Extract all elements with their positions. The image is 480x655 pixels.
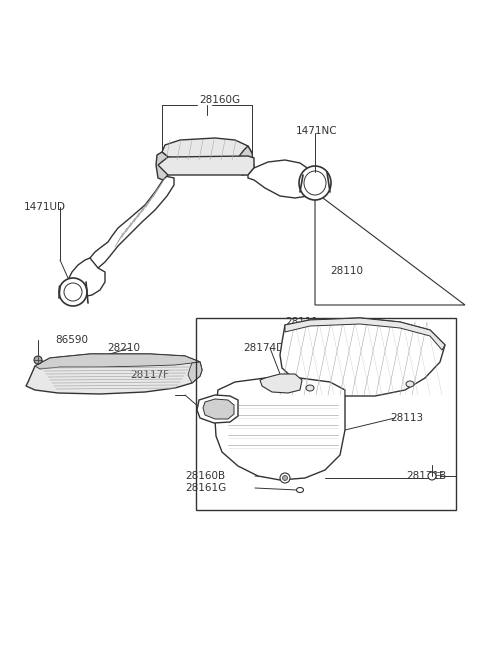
Bar: [196, 318, 456, 510]
Text: 1471NC: 1471NC: [296, 126, 337, 136]
Text: 86590: 86590: [55, 335, 88, 345]
Text: 28113: 28113: [390, 413, 423, 423]
Text: 28111: 28111: [285, 317, 318, 327]
Polygon shape: [88, 175, 174, 270]
Polygon shape: [68, 258, 105, 297]
Text: 28174D: 28174D: [243, 343, 284, 353]
Text: 28160G: 28160G: [199, 95, 240, 105]
Ellipse shape: [297, 487, 303, 493]
Ellipse shape: [299, 166, 331, 200]
Polygon shape: [188, 362, 202, 383]
Text: 1471UD: 1471UD: [24, 202, 66, 212]
Text: 28161G: 28161G: [185, 483, 226, 493]
Ellipse shape: [428, 472, 436, 480]
Text: 28171B: 28171B: [406, 471, 446, 481]
Polygon shape: [238, 146, 254, 175]
Ellipse shape: [280, 473, 290, 483]
Ellipse shape: [59, 278, 87, 306]
Text: 28210: 28210: [107, 343, 140, 353]
Polygon shape: [35, 354, 200, 369]
Ellipse shape: [304, 171, 326, 195]
Text: 28110: 28110: [330, 266, 363, 276]
Ellipse shape: [34, 356, 42, 364]
Ellipse shape: [64, 283, 82, 301]
Polygon shape: [248, 160, 315, 198]
Polygon shape: [215, 378, 345, 480]
Polygon shape: [260, 374, 302, 393]
Polygon shape: [156, 152, 168, 180]
Polygon shape: [280, 318, 445, 396]
Text: 28117F: 28117F: [130, 370, 169, 380]
Polygon shape: [26, 354, 202, 394]
Polygon shape: [197, 395, 238, 423]
Polygon shape: [285, 318, 445, 350]
Polygon shape: [203, 399, 234, 419]
Ellipse shape: [306, 385, 314, 391]
Polygon shape: [162, 138, 252, 162]
Text: 28160B: 28160B: [185, 471, 225, 481]
Polygon shape: [158, 156, 254, 175]
Ellipse shape: [283, 476, 288, 481]
Ellipse shape: [406, 381, 414, 387]
